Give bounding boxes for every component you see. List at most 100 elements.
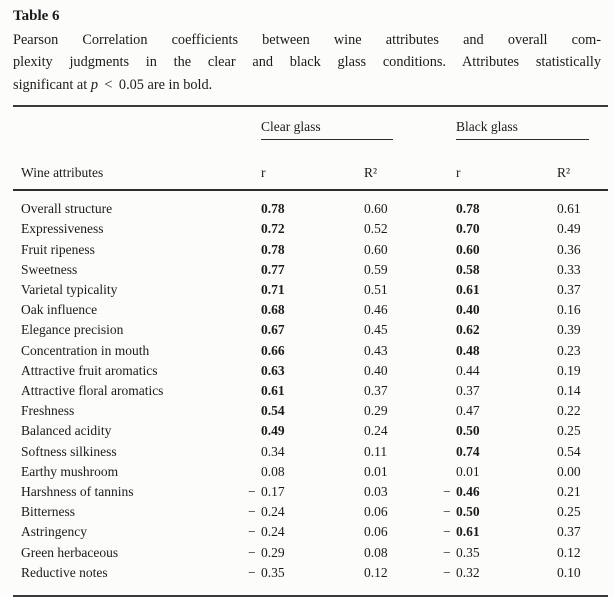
value-cell: 0.54	[261, 403, 285, 419]
value-cell: −0.61	[443, 522, 557, 542]
value-cell: 0.50	[456, 423, 480, 439]
table-row: Attractive floral aromatics 0.61 0.37 0.37 0…	[13, 381, 608, 401]
value-cell: 0.34	[261, 443, 285, 459]
table-row: Overall structure 0.78 0.60 0.78 0.61	[13, 190, 608, 219]
group-header-spacer	[13, 106, 261, 140]
value-cell: 0.44	[456, 362, 480, 378]
value-cell: 0.52	[364, 221, 388, 237]
attribute-cell: Astringency	[21, 524, 87, 540]
value-cell: 0.78	[456, 201, 480, 217]
value-cell: 0.29	[364, 403, 388, 419]
table-row: Freshness 0.54 0.29 0.47 0.22	[13, 401, 608, 421]
caption-line-1: Pearson Correlation coefficients between…	[13, 32, 601, 48]
value-cell: −0.24	[248, 502, 364, 522]
table-row: Green herbaceous −0.29 0.08 −0.35 0.12	[13, 543, 608, 563]
value-cell: 0.45	[364, 322, 388, 338]
value-cell: 0.03	[364, 484, 388, 500]
value-cell: 0.40	[456, 302, 480, 318]
caption-line-3-pre: significant at	[13, 76, 91, 93]
value-cell: 0.47	[456, 403, 480, 419]
caption-line-2: plexity judgments in the clear and black…	[13, 54, 601, 71]
value-cell: 0.08	[261, 463, 285, 479]
attribute-cell: Attractive fruit aromatics	[21, 362, 158, 378]
attribute-cell: Reductive notes	[21, 564, 108, 580]
value-cell: 0.60	[364, 201, 388, 217]
value-cell: 0.48	[456, 342, 480, 358]
group-header-row: Clear glass Black glass	[13, 106, 608, 141]
value-cell: 0.12	[557, 544, 581, 560]
value-cell: 0.10	[557, 564, 581, 580]
value-cell: 0.23	[557, 342, 581, 358]
value-cell: 0.62	[456, 322, 480, 338]
value-cell: 0.60	[364, 241, 388, 257]
group-header-clear-glass: Clear glass	[261, 106, 456, 141]
attribute-cell: Balanced acidity	[21, 423, 112, 439]
caption-p-symbol: p	[90, 76, 98, 93]
table-title: Table 6	[13, 8, 60, 24]
value-cell: 0.68	[261, 302, 285, 318]
value-cell: 0.54	[557, 443, 581, 459]
table-row: Earthy mushroom 0.08 0.01 0.01 0.00	[13, 462, 608, 482]
attribute-cell: Fruit ripeness	[21, 241, 95, 257]
value-cell: 0.22	[557, 403, 581, 419]
clear-glass-label: Clear glass	[261, 119, 393, 141]
caption-line-3: significant at p < 0.05 are in bold.	[13, 74, 601, 96]
value-cell: 0.60	[456, 241, 480, 257]
table-row: Oak influence 0.68 0.46 0.40 0.16	[13, 300, 608, 320]
table-row: Softness silkiness 0.34 0.11 0.74 0.54	[13, 442, 608, 462]
value-cell: 0.61	[557, 201, 581, 217]
value-cell: 0.40	[364, 362, 388, 378]
value-cell: 0.00	[557, 463, 581, 479]
value-cell: 0.36	[557, 241, 581, 257]
table-row: Harshness of tannins −0.17 0.03 −0.46 0.21	[13, 482, 608, 502]
table-header: Clear glass Black glass Wine attributes …	[13, 106, 608, 192]
value-cell: 0.59	[364, 261, 388, 277]
value-cell: 0.39	[557, 322, 581, 338]
minus-sign: −	[248, 544, 256, 560]
clear-r-header: r	[261, 140, 364, 192]
attribute-cell: Harshness of tannins	[21, 484, 134, 500]
value-cell: 0.37	[557, 282, 581, 298]
clear-r2-header: R²	[364, 140, 456, 192]
subheader-row: Wine attributes r R² r R²	[13, 140, 608, 192]
value-cell: 0.06	[364, 504, 388, 520]
value-cell: 0.08	[364, 544, 388, 560]
minus-sign: −	[443, 484, 451, 500]
value-cell: 0.49	[261, 423, 285, 439]
value-cell: 0.21	[557, 484, 581, 500]
value-cell: 0.78	[261, 241, 285, 257]
value-cell: 0.25	[557, 504, 581, 520]
black-glass-label: Black glass	[456, 119, 589, 141]
value-cell: −0.32	[443, 563, 557, 596]
attribute-cell: Earthy mushroom	[21, 463, 119, 479]
value-cell: 0.63	[261, 362, 285, 378]
value-cell: 0.46	[364, 302, 388, 318]
value-cell: 0.11	[364, 443, 388, 459]
minus-sign: −	[248, 524, 256, 540]
value-cell: 0.01	[364, 463, 388, 479]
black-r-header: r	[456, 140, 557, 192]
table-row: Varietal typicality 0.71 0.51 0.61 0.37	[13, 280, 608, 300]
value-cell: 0.37	[456, 383, 480, 399]
value-cell: −0.17	[248, 482, 364, 502]
table-body: Overall structure 0.78 0.60 0.78 0.61 Express…	[13, 190, 608, 596]
black-r2-header: R²	[557, 140, 608, 192]
attribute-cell: Softness silkiness	[21, 443, 117, 459]
minus-sign: −	[443, 564, 451, 580]
table-row: Reductive notes −0.35 0.12 −0.32 0.10	[13, 563, 608, 596]
minus-sign: −	[443, 504, 451, 520]
table-row: Balanced acidity 0.49 0.24 0.50 0.25	[13, 421, 608, 441]
value-cell: −0.46	[443, 482, 557, 502]
value-cell: 0.74	[456, 443, 480, 459]
attribute-cell: Green herbaceous	[21, 544, 119, 560]
table-row: Astringency −0.24 0.06 −0.61 0.37	[13, 522, 608, 542]
attribute-cell: Oak influence	[21, 302, 98, 318]
value-cell: −0.24	[248, 522, 364, 542]
table-row: Bitterness −0.24 0.06 −0.50 0.25	[13, 502, 608, 522]
value-cell: 0.70	[456, 221, 480, 237]
value-cell: 0.25	[557, 423, 581, 439]
value-cell: 0.49	[557, 221, 581, 237]
value-cell: 0.37	[364, 383, 388, 399]
value-cell: 0.37	[557, 524, 581, 540]
